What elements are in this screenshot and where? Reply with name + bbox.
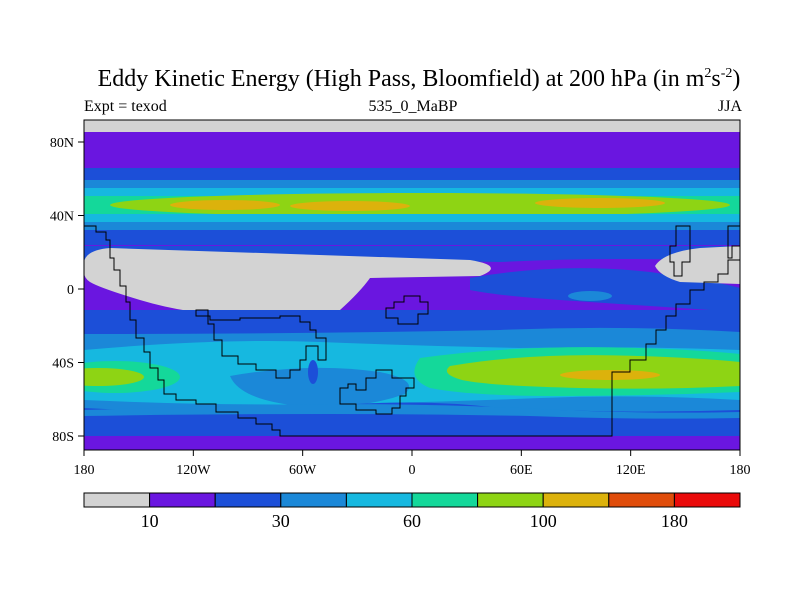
- run-label: 535_0_MaBP: [368, 98, 458, 115]
- band-mid-s3: [84, 404, 740, 419]
- colorbar-label: 100: [530, 511, 557, 531]
- colorbar-label: 10: [141, 511, 159, 531]
- coastline-islands: [385, 295, 429, 325]
- band-blue-s1: [84, 310, 740, 334]
- band-polar-purple: [84, 132, 740, 170]
- y-tick-label: 40S: [52, 357, 74, 372]
- colorbar-swatch: [83, 492, 151, 508]
- colorbar-swatch: [345, 492, 413, 508]
- colorbar-label: 60: [403, 511, 421, 531]
- y-tick-label: 80S: [52, 430, 74, 445]
- band-blue-n1: [84, 168, 740, 182]
- plot-title: Eddy Kinetic Energy (High Pass, Bloomfie…: [97, 66, 741, 92]
- coastline-americas: [84, 225, 740, 437]
- colorbar: 10 30 60 100 180: [83, 492, 741, 531]
- mid-blue-s: [230, 367, 410, 407]
- colorbar-swatch: [214, 492, 282, 508]
- jet-max-n2: [290, 201, 410, 211]
- band-mid-n2: [84, 222, 740, 232]
- x-tick-label: 60E: [510, 463, 533, 478]
- colorbar-swatch: [608, 492, 675, 508]
- y-tick-label: 0: [67, 283, 74, 298]
- band-cyan-n: [84, 188, 740, 198]
- colorbar-label: 30: [272, 511, 290, 531]
- y-tick-label: 40N: [50, 210, 74, 225]
- x-tick-label: 60W: [289, 463, 317, 478]
- contour-field: [84, 120, 740, 450]
- colorbar-swatch: [280, 492, 347, 508]
- coastline-east-edge: [727, 225, 740, 259]
- x-tick-label: 0: [409, 463, 416, 478]
- coastline-antarctic-east: [339, 369, 415, 415]
- colorbar-swatch: [411, 492, 479, 508]
- colorbar-swatch: [149, 492, 216, 508]
- x-tick-label: 180: [730, 463, 751, 478]
- x-tick-label: 120W: [176, 463, 211, 478]
- coastlines: [84, 225, 740, 437]
- colorbar-swatch: [477, 492, 544, 508]
- x-tick-label: 120E: [616, 463, 646, 478]
- jet-south-west-core: [84, 368, 144, 386]
- band-polar-purple-s: [84, 436, 740, 450]
- jet-max-s: [560, 370, 660, 380]
- coastline-greenland: [669, 225, 691, 277]
- blue-spot-s: [308, 360, 318, 384]
- band-polar-grey: [84, 120, 740, 134]
- low-eke-west: [84, 248, 491, 315]
- axis-ticks: [78, 141, 741, 456]
- x-tick-label: 180: [74, 463, 95, 478]
- jet-max-n1: [170, 200, 280, 210]
- band-cyan-n2: [84, 214, 740, 224]
- colorbar-swatch: [542, 492, 610, 508]
- axis-labels: 80N 40N 0 40S 80S 180 120W 60W 0 60E 120E 180: [50, 136, 751, 478]
- colorbar-label: 180: [661, 511, 688, 531]
- season-label: JJA: [717, 98, 742, 115]
- tropics-blue-spot: [568, 291, 612, 301]
- jet-max-n3: [535, 198, 665, 208]
- coastline-africa: [195, 309, 327, 379]
- colorbar-swatch: [673, 492, 741, 508]
- y-tick-label: 80N: [50, 136, 74, 151]
- experiment-label: Expt = texod: [84, 98, 167, 115]
